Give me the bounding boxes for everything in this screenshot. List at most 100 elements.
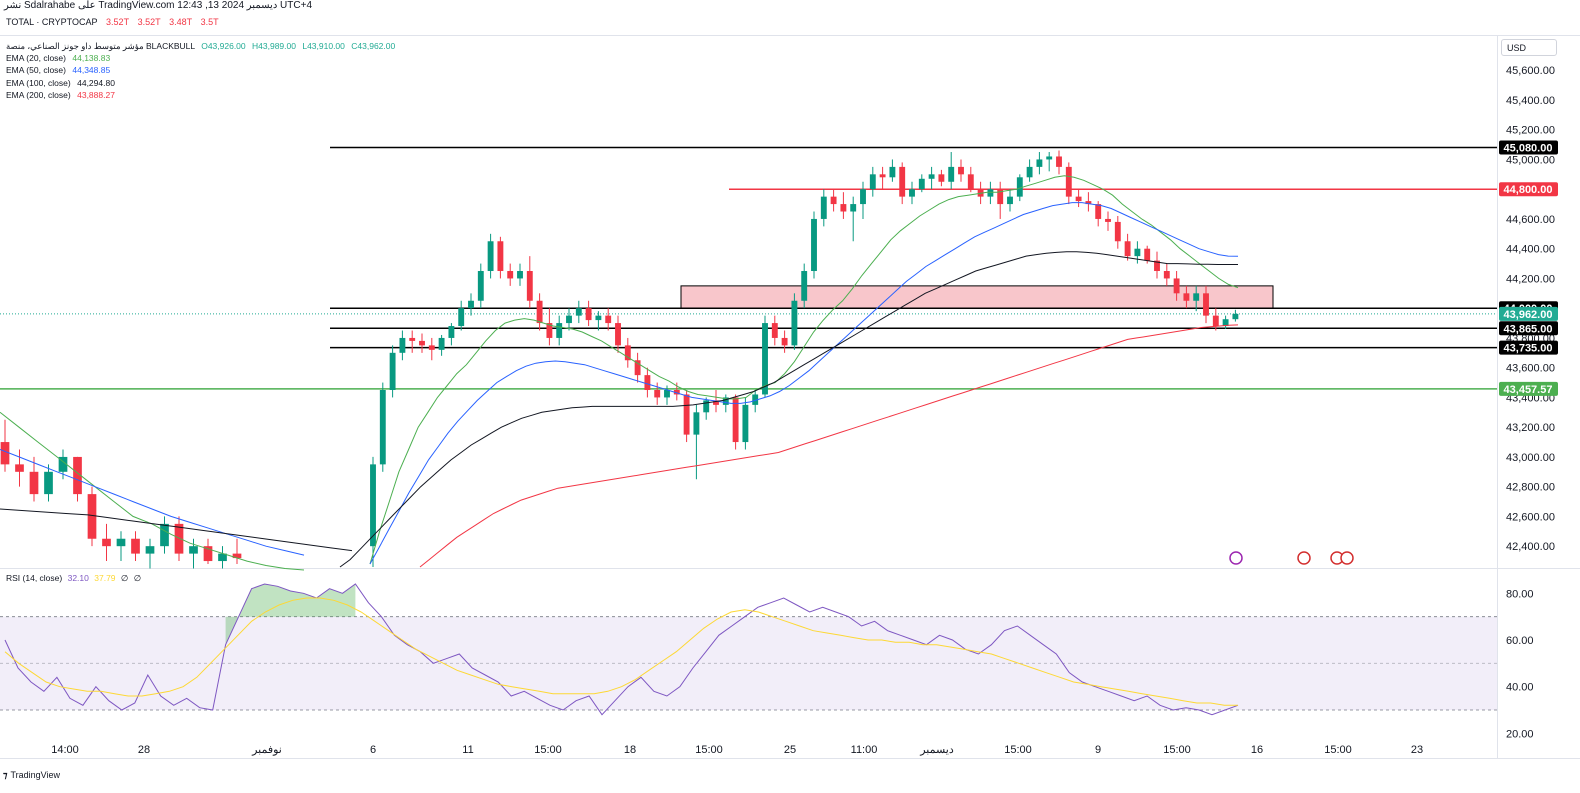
candle-body [1114, 221, 1121, 242]
candle-body [860, 189, 866, 205]
level-price-tag-bg [1499, 182, 1558, 197]
candle-body [1026, 166, 1033, 178]
candle-body [389, 352, 396, 390]
indicator-legend: مؤشر متوسط داو جونز الصناعي، منصة BLACKB… [6, 40, 395, 101]
price-tick-label: 42,800.00 [1506, 482, 1555, 494]
candle-body [752, 394, 759, 405]
price-tick-label: 45,600.00 [1506, 65, 1555, 77]
candle-body [624, 345, 631, 361]
time-axis-border [0, 758, 1580, 759]
ema200-legend[interactable]: EMA (200, close) 43,888.27 [6, 89, 395, 101]
candle-body [546, 323, 553, 338]
rsi-ma-value: 37.79 [94, 573, 116, 583]
time-tick-label: 16 [1251, 744, 1263, 756]
candle-body [644, 375, 651, 390]
candle-body [1105, 218, 1111, 222]
level-price-tag: 43,865.00 [1504, 323, 1553, 335]
candle-body [419, 340, 425, 346]
candle-body [517, 271, 523, 279]
ohlc-open: O43,926.00 [201, 41, 246, 51]
price-tick-label: 44,200.00 [1506, 273, 1555, 285]
price-tick-label: 42,600.00 [1506, 511, 1555, 523]
time-tick-label: 15:00 [1163, 744, 1191, 756]
time-tick-label: 15:00 [1004, 744, 1032, 756]
candle-body [203, 546, 213, 562]
ema20-legend[interactable]: EMA (20, close) 44,138.83 [6, 52, 395, 64]
symbol-line: TOTAL · CRYPTOCAP 3.52T 3.52T 3.48T 3.5T [6, 17, 225, 27]
level-price-tag: 44,800.00 [1504, 184, 1553, 196]
candle-body [987, 189, 994, 197]
event-flag-icon [1297, 551, 1311, 565]
price-tick-label: 44,600.00 [1506, 214, 1555, 226]
candle-body [722, 397, 729, 405]
candle-body [997, 189, 1004, 205]
ema200-line [419, 324, 1239, 568]
last-price-tag: 43,962.00 [1504, 309, 1553, 321]
candle-body [44, 471, 53, 495]
candle-body [1016, 177, 1023, 197]
ema100-legend[interactable]: EMA (100, close) 44,294.80 [6, 77, 395, 89]
ohlc-low: L43,910.00 [302, 41, 345, 51]
publisher-line: نشر Sdalrahabe على TradingView.com 12:43… [4, 0, 313, 11]
candle-body [1124, 241, 1131, 257]
level-price-tag: 45,080.00 [1504, 143, 1553, 155]
level-price-tag-bg [1499, 381, 1558, 396]
tradingview-footer[interactable]: ⁊ TradingView [3, 770, 60, 781]
candle-body [116, 538, 126, 547]
candle-body [771, 323, 778, 338]
ema100-line [0, 508, 353, 552]
footer-brand: TradingView [10, 770, 61, 780]
candle-body [575, 308, 582, 316]
candle-body [497, 241, 504, 272]
candle-body [595, 315, 602, 321]
candle-body [526, 271, 533, 301]
price-tick-label: 43,200.00 [1506, 422, 1555, 434]
candle-body [428, 345, 435, 350]
candle-body [1075, 196, 1082, 202]
candle-body [566, 315, 572, 324]
quote-1: 3.52T [106, 17, 130, 27]
rsi-tick-label: 20.00 [1506, 728, 1534, 740]
ema50-line [369, 202, 1239, 565]
candle-body [448, 326, 455, 338]
candle-body [370, 464, 376, 547]
quote-4: 3.5T [200, 17, 219, 27]
candle-body [1183, 293, 1190, 301]
ema100-label: EMA (100, close) [6, 77, 71, 88]
event-flag-icon [1229, 551, 1243, 565]
symbol-name[interactable]: TOTAL · CRYPTOCAP [6, 17, 98, 27]
ema50-legend[interactable]: EMA (50, close) 44,348.85 [6, 64, 395, 76]
candle-body [487, 241, 494, 272]
candle-body [1036, 159, 1043, 167]
candle-body [189, 546, 198, 554]
main-series-legend[interactable]: مؤشر متوسط داو جونز الصناعي، منصة BLACKB… [6, 40, 395, 52]
ohlc-close: C43,962.00 [351, 41, 396, 51]
candle-body [556, 323, 563, 338]
time-tick-label: 11 [462, 744, 473, 756]
rsi-na-2: ∅ [133, 573, 142, 583]
rsi-na-1: ∅ [120, 573, 129, 583]
candle-body [174, 523, 184, 554]
level-price-tag: 43,735.00 [1504, 343, 1553, 355]
candle-body [1134, 248, 1141, 257]
rsi-value: 32.10 [67, 573, 89, 583]
candle-body [1007, 196, 1013, 205]
ema50-line [0, 449, 305, 556]
candle-body [102, 538, 111, 547]
rsi-ma-line [4, 597, 1238, 706]
rsi-legend[interactable]: RSI (14, close) 32.10 37.79 ∅ ∅ [6, 573, 141, 584]
candle-body [909, 189, 915, 197]
currency-selector[interactable]: USD [1501, 39, 1557, 56]
candle-body [507, 271, 514, 279]
candle-body [967, 174, 974, 190]
ema200-label: EMA (200, close) [6, 89, 71, 100]
rsi-tick-label: 40.00 [1506, 682, 1534, 694]
time-tick-label: 25 [784, 744, 796, 756]
time-tick-label: 18 [624, 744, 636, 756]
series-title: مؤشر متوسط داو جونز الصناعي، منصة BLACKB… [6, 41, 195, 51]
ema20-line [369, 175, 1239, 565]
candle-body [145, 546, 155, 554]
rsi-band [0, 616, 1497, 710]
